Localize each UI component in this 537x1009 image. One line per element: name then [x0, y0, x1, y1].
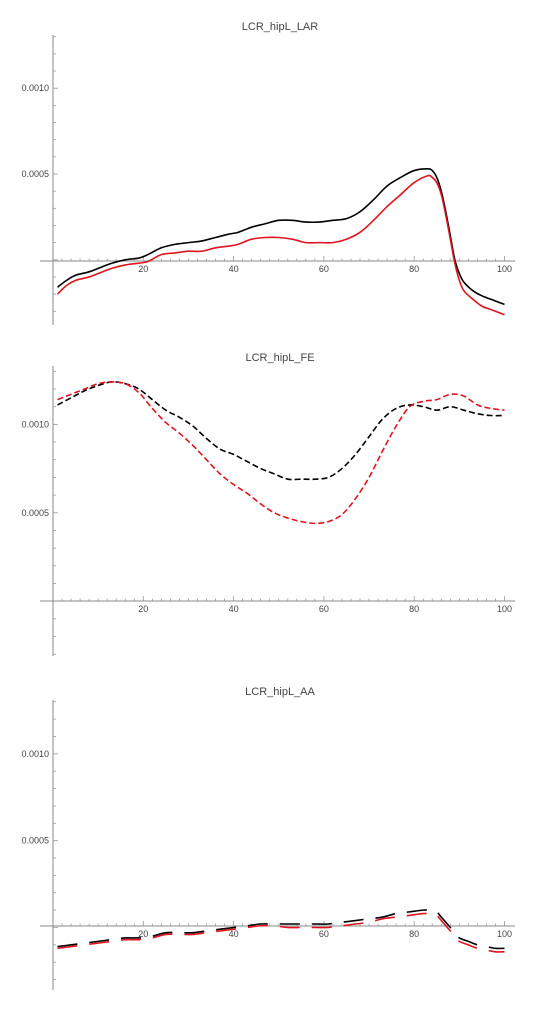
y-tick-label-aa: 0.0005: [21, 836, 49, 846]
x-tick-label-fe: 60: [319, 604, 329, 614]
y-tick-label-lar: 0.0005: [21, 169, 49, 179]
x-tick-label-fe: 80: [409, 604, 419, 614]
y-tick-label-lar: 0.0010: [21, 83, 49, 93]
x-tick-label-lar: 40: [229, 264, 239, 274]
chart-panel-lar: LCR_hipL_LAR 0.0005 0.0010 20 40 60 80 100: [0, 0, 537, 330]
x-tick-label-fe: 40: [229, 604, 239, 614]
chart-svg-fe: LCR_hipL_FE 0.0005 0.0010 20 40 60 80 100: [21, 352, 515, 656]
series-line-lar-red: [56, 174, 505, 316]
x-tick-label-aa: 20: [138, 929, 148, 939]
chart-panel-fe: LCR_hipL_FE 0.0005 0.0010 20 40 60 80 100: [0, 338, 537, 664]
x-tick-label-lar: 80: [409, 264, 419, 274]
y-tick-label-aa: 0.0010: [21, 749, 49, 759]
chart-title-fe: LCR_hipL_FE: [245, 352, 314, 364]
x-tick-label-aa: 40: [229, 929, 239, 939]
x-tick-label-aa: 60: [319, 929, 329, 939]
y-tick-label-fe: 0.0005: [21, 508, 49, 518]
chart-panel-aa: LCR_hipL_AA 0.0005 0.0010 20 40 60 80 100: [0, 672, 537, 1002]
chart-svg-aa: LCR_hipL_AA 0.0005 0.0010 20 40 60 80 100: [21, 686, 515, 990]
x-tick-label-aa: 80: [409, 929, 419, 939]
x-tick-label-fe: 100: [497, 604, 512, 614]
chart-title-lar: LCR_hipL_LAR: [242, 21, 318, 33]
x-tick-label-lar: 20: [138, 264, 148, 274]
y-tick-label-fe: 0.0010: [21, 419, 49, 429]
series-line-fe-red: [57, 381, 505, 525]
chart-svg-lar: LCR_hipL_LAR 0.0005 0.0010 20 40 60 80 100: [21, 21, 515, 325]
series-line-lar-black: [57, 168, 505, 306]
chart-title-aa: LCR_hipL_AA: [245, 686, 315, 698]
series-line-aa-black: [57, 909, 505, 950]
series-line-fe-black: [57, 381, 505, 481]
x-tick-label-lar: 100: [497, 264, 512, 274]
series-line-aa-red: [57, 912, 505, 953]
x-tick-label-lar: 60: [319, 264, 329, 274]
x-tick-label-fe: 20: [138, 604, 148, 614]
x-tick-label-aa: 100: [497, 929, 512, 939]
